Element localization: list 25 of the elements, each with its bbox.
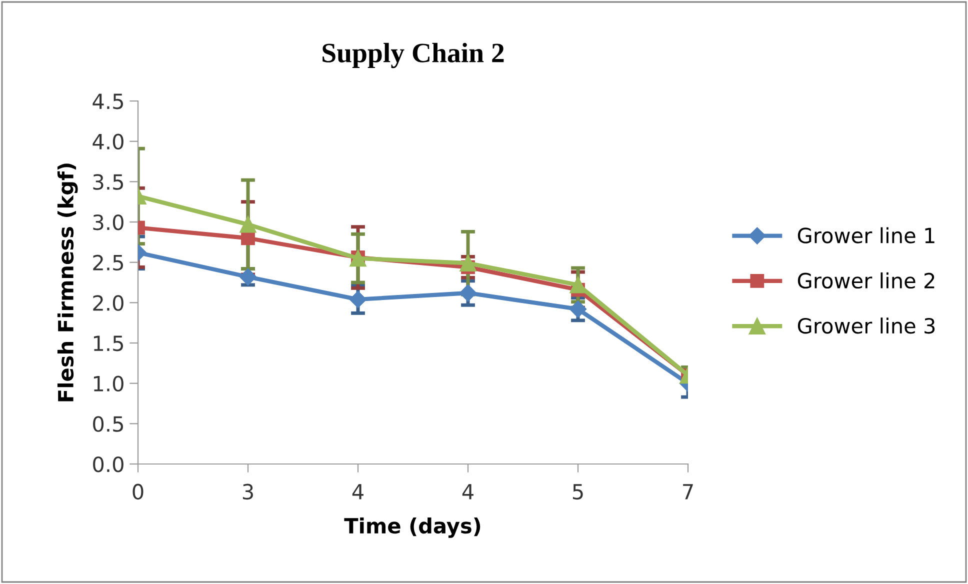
- x-tick-label: 7: [683, 484, 693, 500]
- point: [460, 254, 476, 272]
- y-tick-label: 2.0: [93, 295, 124, 311]
- point: [349, 290, 367, 308]
- legend-label: Grower line 3: [798, 318, 935, 334]
- x-tick-label: 3: [242, 484, 253, 500]
- x-tick-label: 4: [352, 484, 364, 500]
- y-tick-label: 0.0: [93, 456, 124, 472]
- y-tick-label: 4.0: [92, 134, 124, 150]
- y-tick-label: 1.5: [94, 336, 123, 352]
- legend-label: Grower line 1: [798, 227, 934, 244]
- chart-title: Supply Chain 2: [322, 42, 504, 68]
- y-tick-label: 3.5: [93, 174, 123, 190]
- legend-label: Grower line 2: [798, 272, 934, 289]
- y-tick-label: 4.5: [92, 94, 123, 110]
- y-tick-label: 2.5: [93, 254, 123, 271]
- x-tick-label: 0: [132, 484, 144, 500]
- y-tick-label: 1.0: [94, 376, 124, 392]
- x-axis-title: Time (days): [344, 517, 480, 538]
- point: [459, 284, 477, 302]
- y-tick-label: 3.0: [93, 214, 124, 230]
- y-axis-title: Flesh Firmness (kgf): [57, 164, 78, 402]
- y-tick-label: 0.5: [93, 416, 123, 432]
- x-tick-label: 4: [462, 484, 474, 500]
- x-tick-label: 5: [572, 484, 583, 500]
